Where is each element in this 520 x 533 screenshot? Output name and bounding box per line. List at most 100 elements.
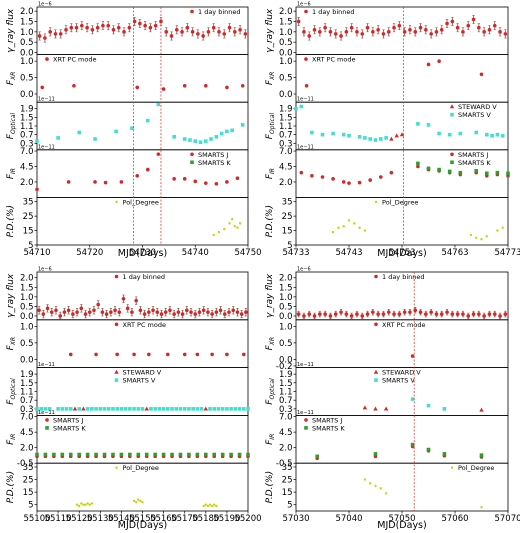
legend-label: 1 day binned [382,273,425,281]
data-point [182,137,187,141]
data-point [212,233,215,237]
data-point [225,180,229,184]
data-point [199,407,204,411]
data-point [479,72,484,77]
data-point [339,34,343,38]
data-point [429,310,433,314]
data-point [180,30,184,34]
data-point [479,453,484,457]
data-point [140,407,145,411]
data-point [94,352,98,357]
data-point [153,452,157,457]
data-point [197,310,202,314]
subplot-pol: 35 25 15 5 P.D.(%) 54733 54743 54753 54763 54773 P… [265,196,520,258]
y-tick-label: 7.0 [279,413,293,423]
data-point [217,230,221,234]
axis-exponent: 1e−6 [297,267,311,273]
data-point [88,503,91,506]
data-point [503,32,508,36]
data-point [159,312,164,316]
data-point [161,87,166,91]
data-point [216,407,221,411]
series-XRT PC mode [40,83,245,91]
data-point [52,452,56,457]
legend-marker [450,160,454,165]
series-XRT PC mode [304,59,484,88]
y-tick-label: 4.5 [20,428,34,438]
data-point [217,30,221,34]
data-point [381,32,386,36]
y-tick-label: 2.0 [279,178,293,188]
data-point [43,452,48,457]
data-point [492,23,497,28]
legend-label: SMARTS V [458,111,491,119]
data-point [337,226,340,229]
data-point [357,180,362,185]
data-point [237,407,242,411]
y-tick-label: 2.0 [279,7,293,17]
data-point [128,407,132,411]
legend: Pol_Degree [115,198,159,206]
data-point [368,137,372,141]
series-Pol_Degree [363,478,483,509]
data-point [147,352,151,357]
data-point [233,30,237,34]
axis-exponent: 1e−11 [38,144,55,150]
data-point [333,312,338,316]
data-point [196,32,200,36]
data-point [106,23,111,28]
data-point [81,406,86,411]
axis-exponent: 1e−6 [38,2,52,8]
data-point [379,175,383,179]
data-point [147,310,151,314]
data-point [111,27,116,32]
data-point [35,452,39,457]
data-point [384,136,388,140]
series-1 day binned [296,14,508,41]
legend-marker [45,426,49,430]
data-point [58,32,63,36]
data-point [323,25,327,30]
legend-label: SMARTS J [312,416,342,424]
data-point [153,23,158,28]
data-point [328,30,333,34]
data-point [193,312,198,316]
data-point [193,179,198,184]
y-tick-label: 1.5 [279,283,293,293]
data-point [471,312,476,316]
data-point [206,504,210,508]
data-point [201,308,206,313]
data-point [496,229,499,232]
data-point [35,407,39,411]
data-point [119,407,124,411]
data-point [239,312,244,316]
data-point [206,310,210,314]
y-tick-label: 0.5 [279,302,293,312]
data-point [402,310,407,314]
data-point [229,452,233,457]
data-point [331,131,335,136]
data-point [163,310,168,314]
data-point [487,27,492,32]
legend-marker [190,160,194,165]
y-axis-label: P.D.(%) [265,471,275,503]
data-point [43,36,47,40]
data-point [195,407,200,411]
data-point [225,85,229,90]
data-point [373,138,378,142]
y-tick-label: 2.0 [20,444,34,454]
data-point [379,137,383,141]
data-point [426,166,431,171]
data-point [71,312,75,316]
y-tick-label: 0.7 [20,396,34,406]
legend-marker [115,200,118,204]
data-point [172,312,176,316]
data-point [244,310,248,314]
y-tick-label: 0.3 [279,139,293,149]
y-tick-label: 1.5 [279,113,293,123]
data-point [100,310,105,314]
data-point [506,171,510,176]
data-point [66,180,71,184]
data-point [341,180,346,184]
legend-marker [450,466,454,469]
